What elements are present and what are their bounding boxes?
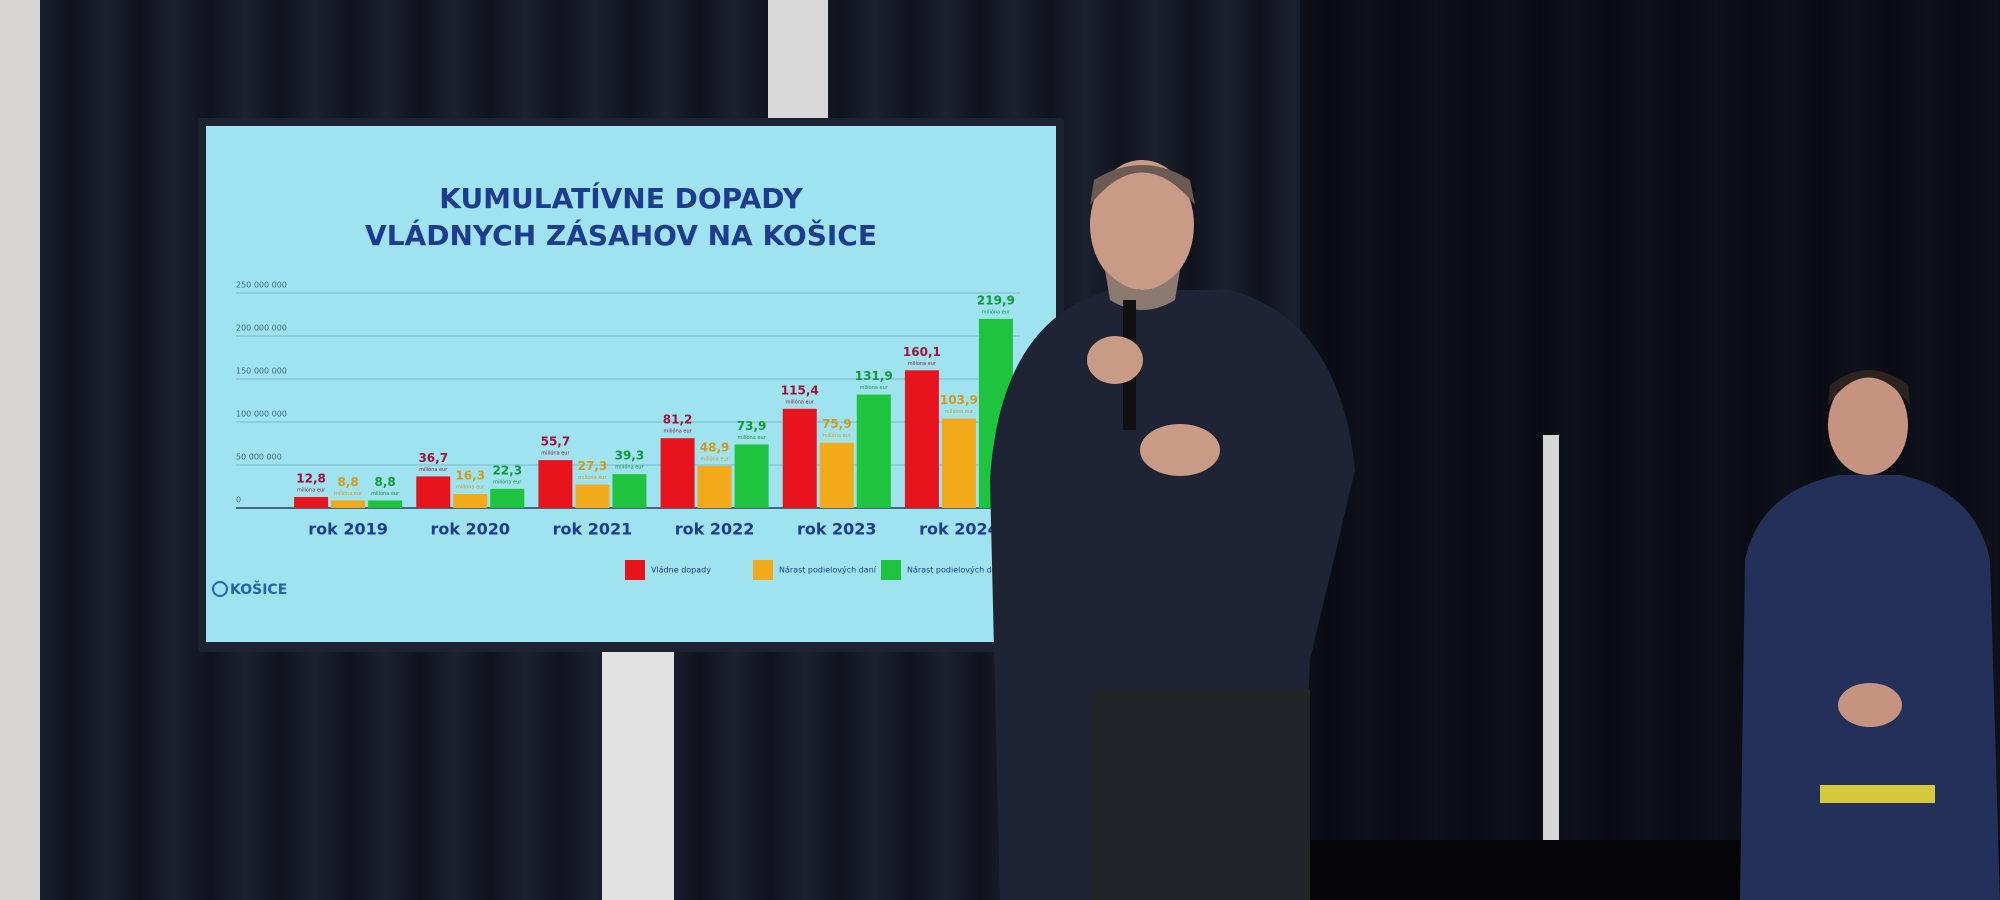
- value-unit: milióna eur: [334, 490, 363, 497]
- bar: [856, 394, 891, 508]
- chart-title: KUMULATÍVNE DOPADY: [439, 181, 803, 215]
- stand-pole: [602, 640, 674, 900]
- bar: [697, 465, 732, 508]
- value-label: 115,4: [781, 383, 819, 397]
- value-unit: milióna eur: [615, 464, 644, 471]
- legend-label: Vládne dopady: [651, 566, 711, 575]
- y-tick-label: 50 000 000: [236, 453, 282, 462]
- bar: [294, 496, 329, 508]
- value-unit: milióna eur: [860, 384, 889, 391]
- value-label: 75,9: [822, 417, 852, 431]
- stand-pole-top: [768, 0, 828, 130]
- y-tick-label: 0: [236, 496, 241, 505]
- chart-title: VLÁDNYCH ZÁSAHOV NA KOŠICE: [365, 218, 877, 252]
- bar: [782, 408, 817, 508]
- bar: [575, 484, 610, 508]
- x-tick-label: rok 2024: [919, 520, 999, 539]
- bar: [538, 460, 573, 508]
- bar: [941, 418, 976, 508]
- value-unit: milióna eur: [578, 474, 607, 481]
- value-label: 131,9: [855, 369, 893, 383]
- legend-swatch: [625, 560, 645, 580]
- white-pole: [1543, 435, 1559, 845]
- value-label: 27,3: [578, 459, 608, 473]
- value-label: 12,8: [296, 471, 326, 485]
- value-unit: milióna eur: [419, 466, 448, 473]
- x-tick-label: rok 2023: [797, 520, 877, 539]
- bar: [368, 500, 403, 508]
- speaker: [990, 160, 1355, 900]
- logo-icon: [212, 581, 228, 597]
- bar: [819, 442, 854, 508]
- value-label: 39,3: [615, 449, 645, 463]
- value-unit: milióna eur: [456, 483, 485, 490]
- value-unit: milióna eur: [700, 455, 729, 462]
- value-label: 8,8: [374, 475, 395, 489]
- y-tick-label: 100 000 000: [236, 410, 287, 419]
- y-tick-label: 200 000 000: [236, 324, 287, 333]
- y-tick-label: 250 000 000: [236, 281, 287, 290]
- x-tick-label: rok 2019: [308, 520, 388, 539]
- value-unit: milióna eur: [297, 486, 326, 493]
- value-unit: milióna eur: [371, 490, 400, 497]
- bar: [416, 476, 451, 508]
- value-label: 103,9: [940, 393, 978, 407]
- value-label: 22,3: [492, 463, 522, 477]
- value-label: 81,2: [663, 413, 693, 427]
- legend-swatch: [881, 560, 901, 580]
- bar: [734, 444, 769, 508]
- logo: KOŠICE: [230, 580, 287, 598]
- value-unit: milióna eur: [823, 432, 852, 439]
- value-unit: milióna eur: [663, 428, 692, 435]
- bar: [490, 488, 525, 508]
- value-unit: milióna eur: [541, 450, 570, 457]
- bar: [904, 370, 939, 508]
- bar: [660, 438, 695, 508]
- value-label: 48,9: [700, 440, 730, 454]
- y-tick-label: 150 000 000: [236, 367, 287, 376]
- value-label: 55,7: [541, 435, 571, 449]
- value-label: 219,9: [977, 293, 1015, 307]
- value-unit: milióna eur: [982, 308, 1011, 315]
- x-tick-label: rok 2022: [675, 520, 755, 539]
- value-label: 160,1: [903, 345, 941, 359]
- value-unit: milióna eur: [945, 408, 974, 415]
- value-label: 36,7: [418, 451, 448, 465]
- bar: [331, 500, 366, 508]
- legend-label: Nárast podielových daní: [779, 566, 877, 575]
- x-tick-label: rok 2020: [430, 520, 510, 539]
- seated-man: [1740, 370, 2000, 900]
- x-tick-label: rok 2021: [553, 520, 633, 539]
- legend-swatch: [753, 560, 773, 580]
- value-unit: milióna eur: [786, 398, 815, 405]
- value-unit: milióna eur: [908, 360, 937, 367]
- value-label: 16,3: [455, 468, 485, 482]
- value-unit: milióna eur: [737, 434, 766, 441]
- value-label: 73,9: [737, 419, 767, 433]
- value-unit: milióna eur: [493, 478, 522, 485]
- value-label: 8,8: [337, 475, 358, 489]
- bar: [453, 493, 488, 508]
- bar: [612, 474, 647, 508]
